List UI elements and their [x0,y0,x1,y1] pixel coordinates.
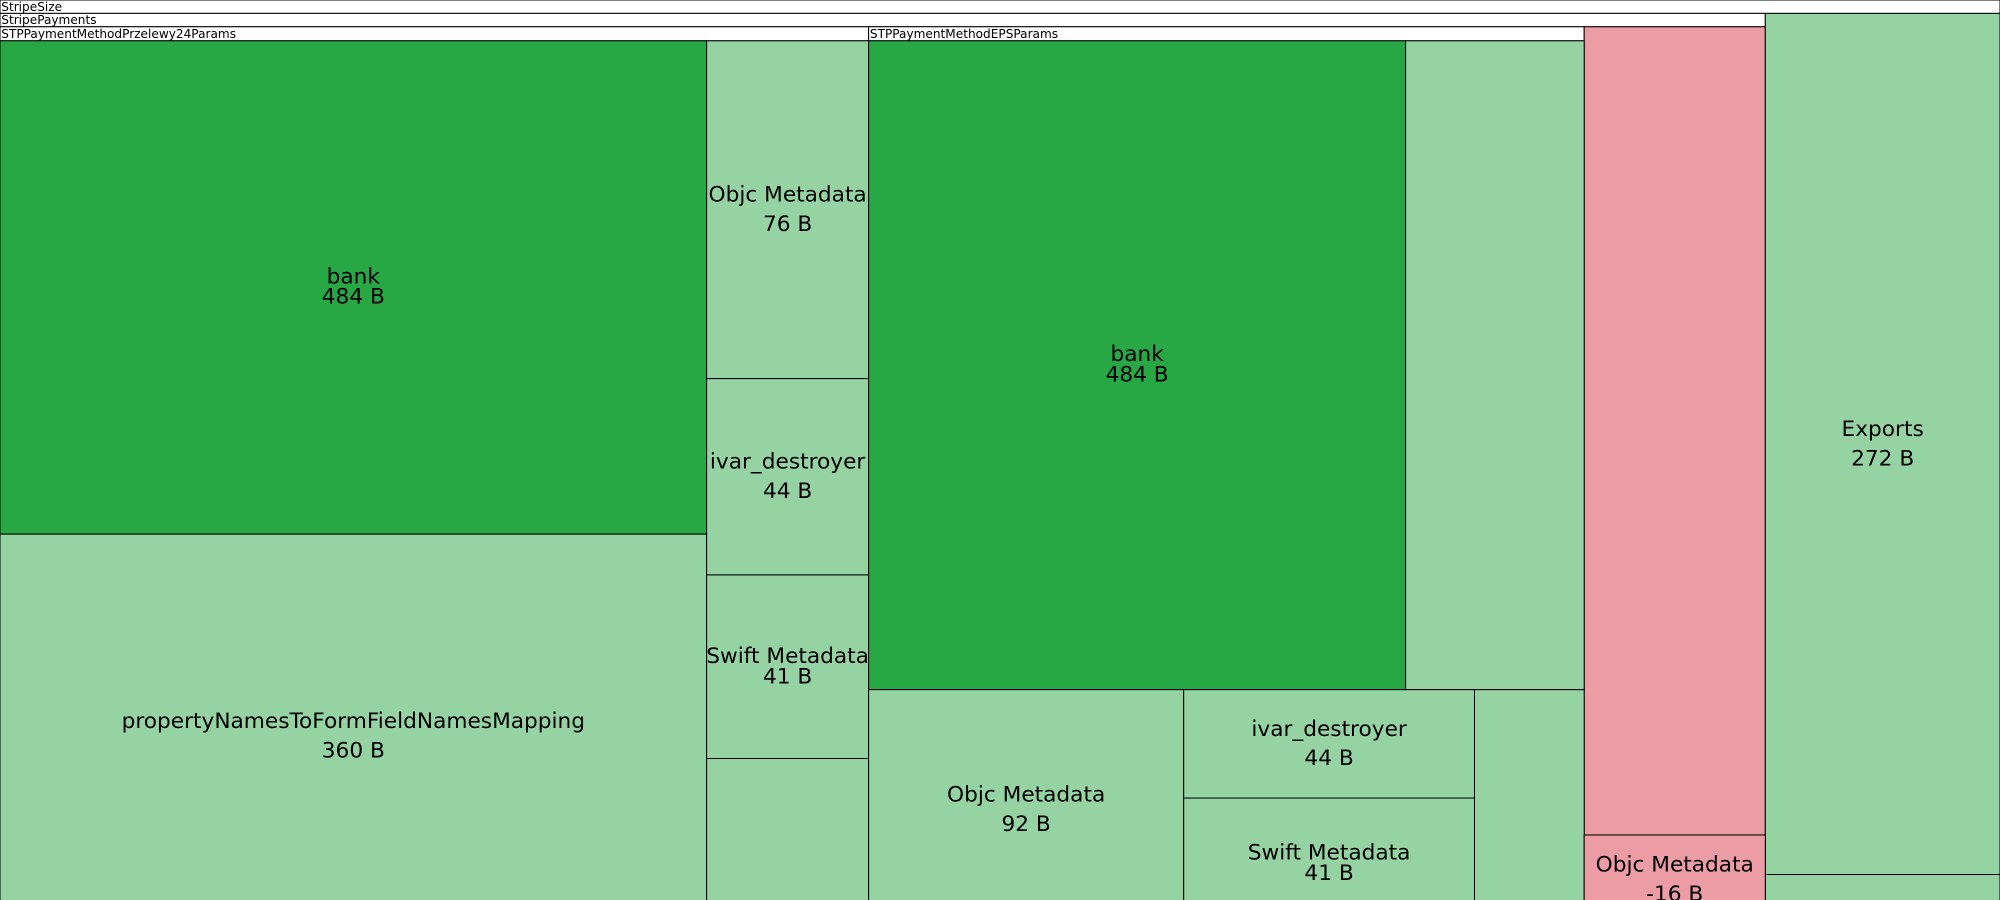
group-header [0,0,2000,14]
cell-size: 41 B [763,665,812,690]
cell [1183,689,1475,799]
cell-label: Swift Metadata [706,644,869,669]
cell-size: 484 B [1106,362,1169,387]
group-title: StripeSize [1,0,62,14]
group-header [0,12,1766,28]
cell-label: Objc Metadata [947,782,1105,807]
cell-label: Objc Metadata [709,183,867,208]
cell [0,533,708,900]
cell-size: 44 B [763,479,812,504]
cell-size: 44 B [1304,746,1353,771]
cell-size: -16 B [1646,882,1703,900]
cell-size: 484 B [322,285,385,310]
cell [1583,834,1766,900]
cell [1583,26,1766,836]
cell-label: bank [327,264,381,289]
cell [706,574,870,760]
cell [1473,689,1585,900]
cell-label: Swift Metadata [1248,840,1411,865]
cell [1764,12,2000,876]
cell [706,378,870,576]
cell [1183,797,1475,900]
cell [1764,873,2000,900]
cell-label: ivar_destroyer [710,450,866,475]
cell-label: bank [1110,342,1164,367]
cell [868,40,1407,691]
cell-size: 360 B [322,738,385,763]
cell-size: 272 B [1851,447,1914,472]
group-title: STPPaymentMethodEPSParams [870,27,1058,41]
group-title: STPPaymentMethodPrzelewy24Params [1,27,236,41]
cell-size: 92 B [1001,812,1050,837]
cell [0,40,708,535]
cell-label: Objc Metadata [1596,853,1754,878]
cell [1405,40,1585,691]
cell-label: ivar_destroyer [1251,717,1407,742]
cell-size: 41 B [1304,861,1353,886]
group-title: StripePayments [1,13,96,27]
cell-size: 76 B [763,212,812,237]
cell [868,689,1185,900]
cell [706,757,870,900]
cell [706,40,870,380]
cell-label: propertyNamesToFormFieldNamesMapping [122,709,585,734]
cell-label: Exports [1842,417,1924,442]
